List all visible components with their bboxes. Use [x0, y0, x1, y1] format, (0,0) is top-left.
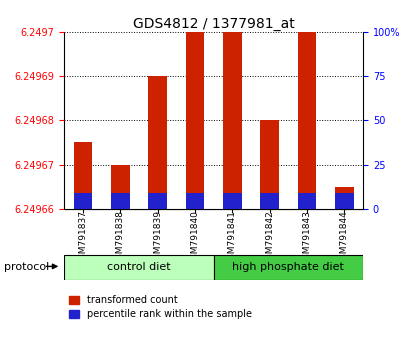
- Text: GSM791844: GSM791844: [340, 210, 349, 265]
- Text: protocol: protocol: [4, 262, 49, 272]
- Bar: [335, 193, 354, 209]
- Bar: [261, 120, 279, 209]
- Text: GSM791839: GSM791839: [153, 210, 162, 265]
- Bar: [261, 193, 279, 209]
- Text: control diet: control diet: [107, 262, 171, 272]
- Bar: [111, 165, 130, 209]
- Text: high phosphate diet: high phosphate diet: [232, 262, 344, 272]
- Bar: [74, 143, 93, 209]
- Bar: [64, 255, 214, 280]
- Text: GSM791838: GSM791838: [116, 210, 125, 265]
- Legend: transformed count, percentile rank within the sample: transformed count, percentile rank withi…: [69, 295, 251, 319]
- Bar: [111, 193, 130, 209]
- Text: GSM791843: GSM791843: [303, 210, 312, 265]
- Bar: [149, 193, 167, 209]
- Bar: [298, 193, 317, 209]
- Bar: [335, 187, 354, 209]
- Text: GSM791840: GSM791840: [190, 210, 200, 265]
- Text: GSM791842: GSM791842: [265, 210, 274, 265]
- Bar: [186, 193, 205, 209]
- Bar: [214, 255, 363, 280]
- Bar: [186, 0, 205, 209]
- Title: GDS4812 / 1377981_at: GDS4812 / 1377981_at: [133, 17, 295, 31]
- Text: GSM791841: GSM791841: [228, 210, 237, 265]
- Bar: [223, 0, 242, 209]
- Bar: [298, 0, 317, 209]
- Bar: [149, 76, 167, 209]
- Text: GSM791837: GSM791837: [78, 210, 88, 265]
- Bar: [223, 193, 242, 209]
- Bar: [74, 193, 93, 209]
